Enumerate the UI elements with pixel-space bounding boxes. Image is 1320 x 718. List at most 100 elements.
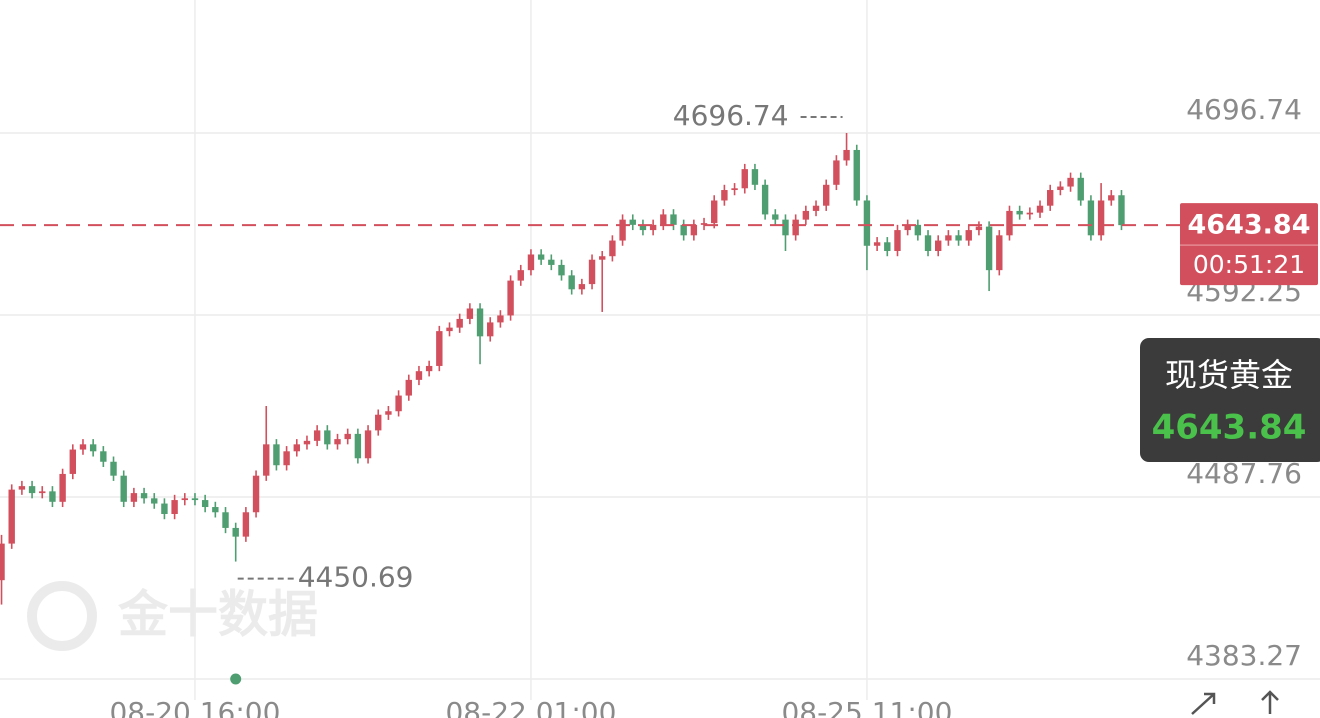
candle-body [1026, 212, 1034, 215]
candle-body [649, 224, 657, 231]
candle-body [609, 240, 616, 257]
candle-body [568, 275, 575, 290]
candle-body [1006, 210, 1013, 236]
candle-body [761, 184, 769, 215]
candle-body [130, 493, 138, 502]
y-tick-label: 4383.27 [1186, 639, 1302, 672]
candle-body [201, 500, 209, 508]
candle-body [935, 240, 942, 251]
candle-body [1016, 210, 1023, 215]
candle-body [924, 235, 932, 251]
candle-body [334, 439, 341, 445]
candle-body [242, 512, 250, 537]
candle-body [18, 486, 26, 490]
candle-body [507, 280, 514, 316]
candle-body [884, 242, 891, 251]
candle-body [28, 486, 36, 494]
x-tick-label: 08-25 11:00 [781, 696, 952, 718]
x-tick-label: 08-22 01:00 [445, 696, 616, 718]
candle-body [588, 259, 596, 285]
candle-body [375, 414, 382, 431]
expand-icon[interactable] [1191, 692, 1216, 715]
candle-body [0, 543, 5, 581]
candle-body [497, 315, 504, 323]
candle-body [975, 226, 983, 231]
candle-body [1067, 177, 1074, 187]
candle-body [171, 500, 178, 515]
candle-body [619, 219, 626, 241]
candle-body [151, 498, 158, 504]
watermark-logo [27, 581, 97, 651]
quote-price: 4643.84 [1152, 408, 1307, 448]
candle-body [578, 284, 586, 290]
candle-body [252, 475, 260, 513]
candle-body [456, 318, 463, 328]
candle-body [344, 433, 351, 440]
candle-body [537, 254, 545, 260]
candle-body [425, 365, 433, 372]
candle-body [283, 451, 290, 466]
candle-body [1046, 190, 1054, 206]
candle-body [263, 444, 270, 476]
candle-body [711, 200, 718, 224]
candle-body [629, 219, 636, 225]
candle-body [79, 444, 87, 450]
candle-body [741, 169, 748, 189]
candle-body [476, 308, 484, 337]
candle-body [660, 214, 667, 225]
candle-body [558, 264, 565, 276]
candle-body [904, 224, 911, 231]
candle-body [49, 491, 56, 502]
candle-body [955, 235, 962, 241]
candle-body [222, 512, 229, 528]
candle-body [985, 226, 993, 271]
candle-body [1057, 186, 1064, 191]
candle-body [802, 210, 810, 220]
candle-body [1108, 195, 1115, 201]
time-marker [230, 673, 242, 685]
candle-body [89, 444, 97, 452]
candle-body [69, 449, 76, 474]
candle-body [700, 223, 708, 225]
candle-body [1036, 205, 1044, 213]
candle-body [415, 371, 423, 380]
candle-body [873, 242, 881, 246]
y-tick-label: 4696.74 [1186, 93, 1302, 126]
candle-body [527, 254, 535, 271]
high-annotation: 4696.74 [673, 99, 789, 132]
quote-card [1140, 338, 1320, 462]
nav-icons[interactable] [1191, 690, 1279, 715]
last-price-box [1180, 203, 1318, 286]
candle-body [446, 327, 453, 332]
candle-body [690, 224, 698, 236]
x-tick-label: 08-20 16:00 [109, 696, 280, 718]
candle-body [59, 473, 66, 502]
candle-body [120, 475, 127, 502]
candle-body [191, 498, 199, 501]
candle-body [436, 331, 443, 366]
candle-body [680, 224, 687, 236]
candle-body [487, 322, 494, 337]
scroll-top-icon[interactable] [1261, 690, 1279, 714]
candle-body [792, 219, 799, 236]
candle-body [517, 270, 524, 281]
candle-body [996, 235, 1003, 271]
candle-body [782, 219, 789, 236]
candle-body [39, 491, 46, 494]
candle-body [232, 527, 239, 537]
candle-body [1087, 200, 1095, 236]
candle-body [1077, 177, 1084, 201]
candle-body [823, 184, 830, 206]
candle-body [324, 430, 331, 445]
candle-body [313, 430, 321, 441]
candle-body [181, 498, 188, 501]
candle-body [140, 493, 148, 499]
candle-body [863, 200, 871, 246]
candle-body [670, 214, 677, 225]
candle-body [1097, 200, 1105, 236]
candles [0, 133, 1125, 605]
candle-body [914, 224, 922, 236]
candle-body [731, 188, 738, 191]
